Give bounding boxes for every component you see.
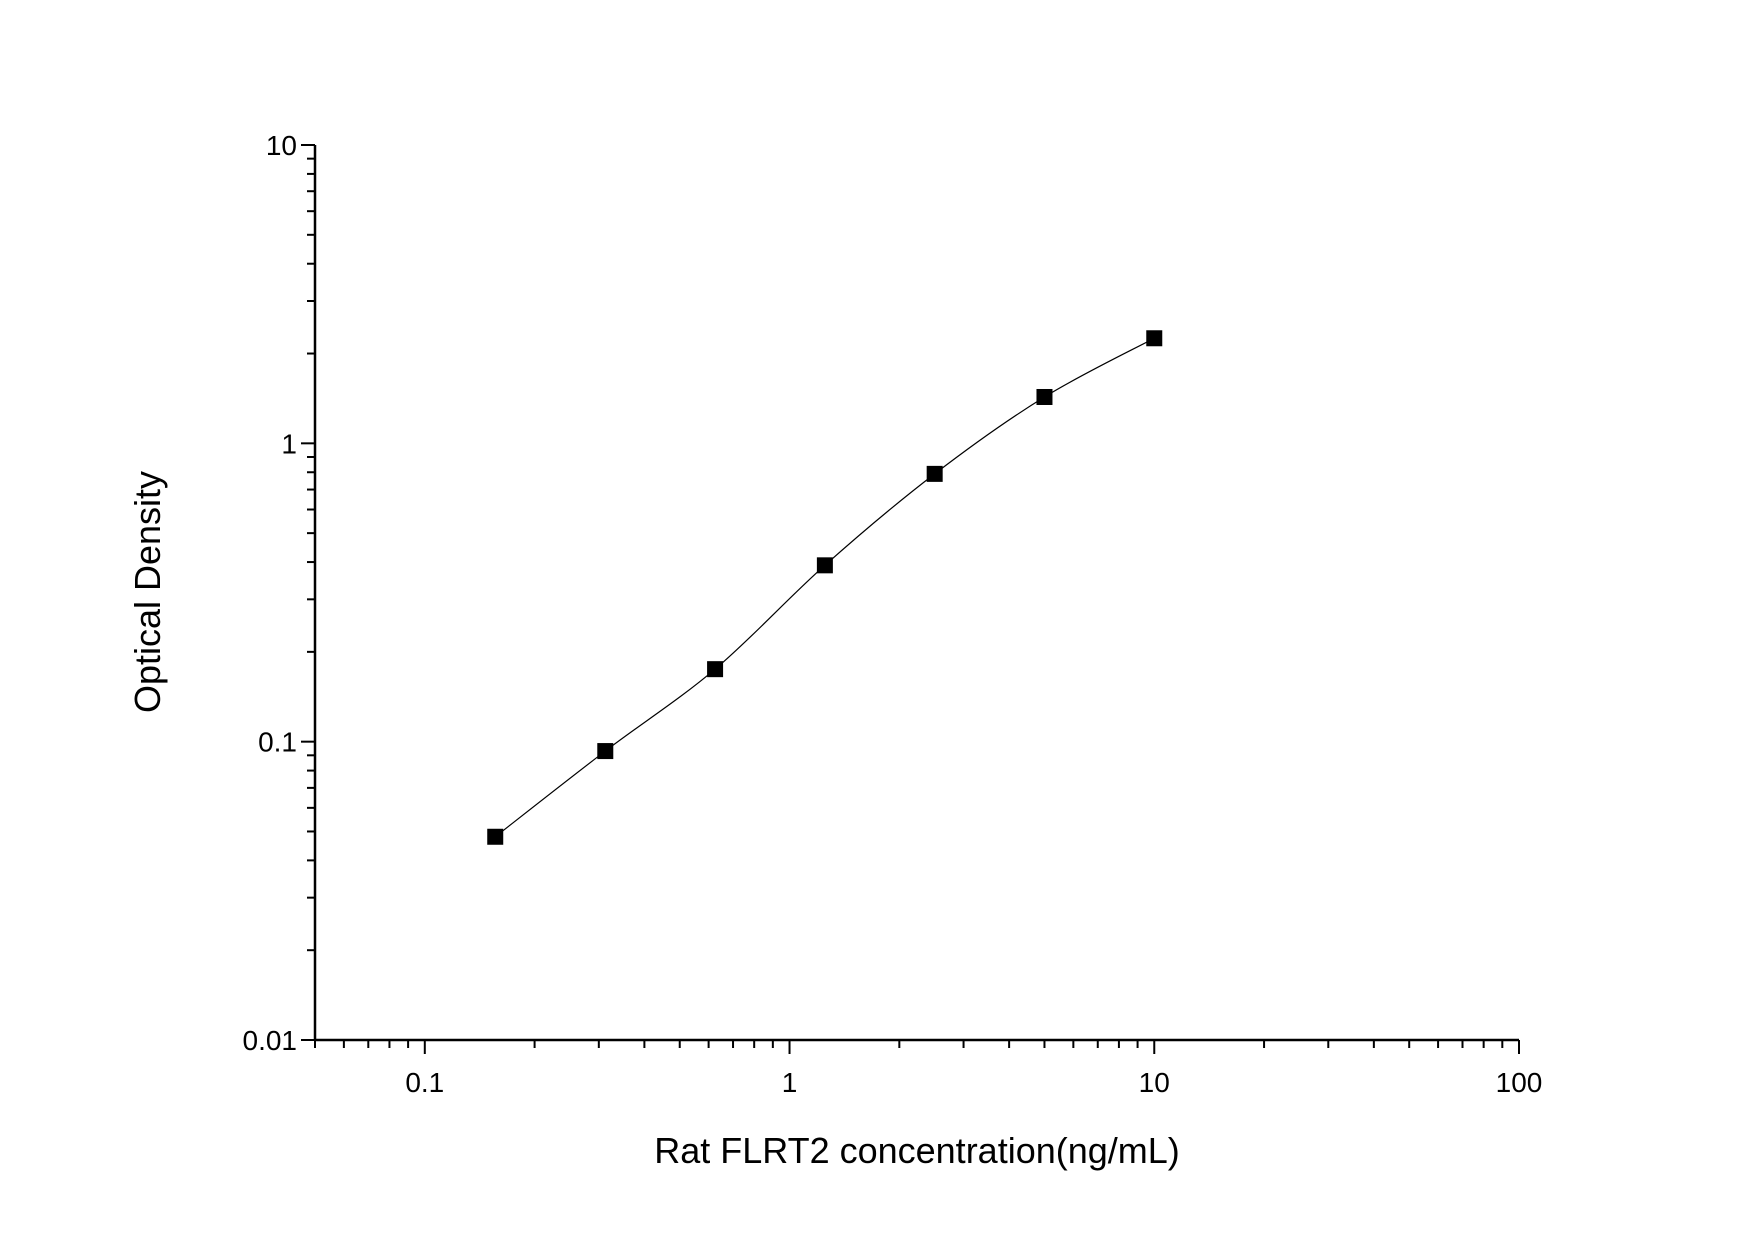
y-axis-title: Optical Density bbox=[127, 471, 168, 713]
x-axis-title: Rat FLRT2 concentration(ng/mL) bbox=[654, 1130, 1180, 1171]
x-tick-label: 100 bbox=[1496, 1067, 1543, 1098]
axes bbox=[301, 144, 1520, 1054]
data-point bbox=[816, 557, 833, 574]
data-point bbox=[487, 828, 504, 845]
y-tick-label: 0.01 bbox=[243, 1025, 298, 1056]
data-point bbox=[597, 743, 614, 760]
y-tick-label: 0.1 bbox=[258, 727, 297, 758]
data-point bbox=[707, 661, 724, 678]
tick-labels: 0.1 1 10 100 0.01 0.1 1 10 bbox=[243, 130, 1543, 1098]
fit-curve bbox=[494, 337, 1155, 838]
data-points bbox=[487, 330, 1163, 845]
y-tick-label: 10 bbox=[266, 130, 297, 161]
data-point bbox=[1036, 388, 1053, 405]
fit-curve-group bbox=[494, 337, 1155, 838]
x-tick-label: 10 bbox=[1139, 1067, 1170, 1098]
y-tick-label: 1 bbox=[281, 428, 297, 459]
x-tick-label: 0.1 bbox=[405, 1067, 444, 1098]
x-tick-label: 1 bbox=[782, 1067, 798, 1098]
data-point bbox=[1146, 330, 1163, 347]
data-point bbox=[926, 465, 943, 482]
